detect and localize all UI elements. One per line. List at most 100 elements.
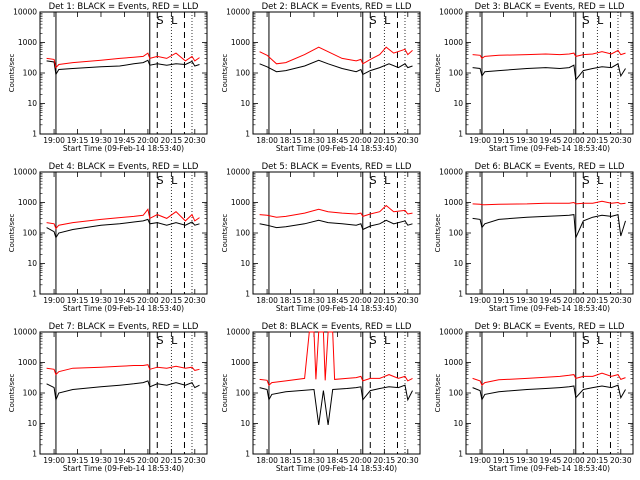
event-marker-L: L [384, 334, 391, 347]
events-series-black [259, 219, 413, 231]
y-tick-label: 10 [27, 419, 37, 428]
x-tick-label: 20:00 [137, 136, 159, 145]
y-tick-label: 1 [32, 450, 37, 459]
events-series-black [259, 59, 413, 76]
x-tick-label: 18:30 [303, 136, 325, 145]
y-axis-label: Counts/sec [8, 54, 16, 93]
x-tick-label: 20:15 [374, 136, 396, 145]
x-tick-label: 19:15 [67, 296, 89, 305]
detector-panel-3: Det 3: BLACK = Events, RED = LLD 1 10 100 10… [434, 2, 634, 153]
y-axis-label: Counts/sec [8, 374, 16, 413]
x-tick-label: 18:45 [327, 296, 349, 305]
y-tick-label: 100 [449, 389, 464, 398]
x-tick-label: 19:15 [493, 456, 515, 465]
lld-series-red [46, 364, 200, 376]
lld-series-red [46, 52, 200, 69]
panel-title: Det 1: BLACK = Events, RED = LLD [49, 2, 199, 12]
y-tick-label: 1000 [444, 198, 463, 207]
x-tick-label: 18:15 [280, 456, 302, 465]
x-axis-label: Start Time (09-Feb-14 18:53:40) [489, 464, 610, 473]
events-series-black [472, 384, 626, 402]
event-marker-S: S [157, 334, 164, 347]
event-marker-S: S [157, 14, 164, 27]
x-tick-label: 19:30 [90, 296, 112, 305]
x-tick-label: 20:00 [563, 296, 585, 305]
y-tick-label: 10000 [226, 8, 250, 17]
y-tick-label: 1 [32, 130, 37, 139]
x-tick-label: 18:30 [303, 456, 325, 465]
lld-series-red [46, 208, 200, 230]
x-tick-label: 20:00 [563, 136, 585, 145]
y-tick-label: 10 [27, 99, 37, 108]
detector-panel-1: Det 1: BLACK = Events, RED = LLD 1 10 100 10… [8, 2, 208, 153]
x-tick-label: 19:00 [469, 136, 491, 145]
x-tick-label: 20:30 [184, 456, 206, 465]
x-tick-label: 20:30 [184, 296, 206, 305]
y-tick-label: 1000 [231, 358, 250, 367]
x-tick-label: 19:45 [540, 296, 562, 305]
event-marker-S: S [157, 174, 164, 187]
x-tick-label: 20:30 [184, 136, 206, 145]
x-tick-label: 19:00 [43, 136, 65, 145]
panel-title: Det 2: BLACK = Events, RED = LLD [262, 2, 412, 12]
y-tick-label: 10000 [439, 168, 463, 177]
y-axis-label: Counts/sec [434, 214, 442, 253]
x-tick-label: 19:00 [469, 456, 491, 465]
panel-title: Det 3: BLACK = Events, RED = LLD [475, 2, 625, 12]
y-tick-label: 100 [23, 229, 38, 238]
event-marker-L: L [597, 334, 604, 347]
events-series-black [46, 380, 200, 402]
panel-title: Det 6: BLACK = Events, RED = LLD [475, 162, 625, 172]
y-axis-label: Counts/sec [434, 54, 442, 93]
y-tick-label: 1 [245, 450, 250, 459]
x-tick-label: 18:00 [256, 456, 278, 465]
y-tick-label: 100 [449, 229, 464, 238]
plot-frame [252, 11, 421, 135]
events-series-black [46, 59, 200, 76]
y-tick-label: 10 [240, 99, 250, 108]
x-tick-label: 19:00 [43, 296, 65, 305]
x-tick-label: 19:15 [493, 136, 515, 145]
x-tick-label: 18:30 [303, 296, 325, 305]
y-tick-label: 10000 [13, 328, 37, 337]
y-tick-label: 10000 [226, 168, 250, 177]
y-tick-label: 1000 [231, 198, 250, 207]
x-tick-label: 20:00 [350, 136, 372, 145]
x-tick-label: 19:15 [67, 456, 89, 465]
x-axis-label: Start Time (09-Feb-14 18:53:40) [63, 144, 184, 153]
y-tick-label: 1 [458, 450, 463, 459]
lld-series-red [472, 372, 626, 387]
x-tick-label: 18:45 [327, 136, 349, 145]
lld-series-red [472, 200, 626, 206]
y-tick-label: 1000 [18, 198, 37, 207]
panel-title: Det 4: BLACK = Events, RED = LLD [49, 162, 199, 172]
x-tick-label: 20:30 [610, 296, 632, 305]
x-tick-label: 20:00 [563, 456, 585, 465]
x-tick-label: 20:00 [350, 456, 372, 465]
y-axis-label: Counts/sec [434, 374, 442, 413]
events-series-black [472, 213, 626, 238]
y-axis-label: Counts/sec [8, 214, 16, 253]
x-axis-label: Start Time (09-Feb-14 18:53:40) [63, 304, 184, 313]
x-tick-label: 20:15 [161, 136, 183, 145]
x-tick-label: 19:45 [540, 136, 562, 145]
x-tick-label: 20:00 [137, 296, 159, 305]
x-tick-label: 20:15 [161, 296, 183, 305]
y-tick-label: 10000 [13, 168, 37, 177]
y-tick-label: 10 [453, 259, 463, 268]
y-tick-label: 1 [458, 290, 463, 299]
panel-title: Det 5: BLACK = Events, RED = LLD [262, 162, 412, 172]
x-tick-label: 20:30 [610, 456, 632, 465]
y-tick-label: 100 [449, 69, 464, 78]
x-tick-label: 20:30 [397, 136, 419, 145]
events-series-black [259, 384, 413, 425]
x-tick-label: 18:00 [256, 296, 278, 305]
plot-frame [252, 171, 421, 295]
x-tick-label: 18:15 [280, 296, 302, 305]
event-marker-S: S [583, 14, 590, 27]
x-tick-label: 19:45 [114, 296, 136, 305]
plot-frame [39, 331, 208, 455]
x-tick-label: 20:00 [137, 456, 159, 465]
x-tick-label: 19:45 [540, 456, 562, 465]
x-tick-label: 19:30 [516, 296, 538, 305]
